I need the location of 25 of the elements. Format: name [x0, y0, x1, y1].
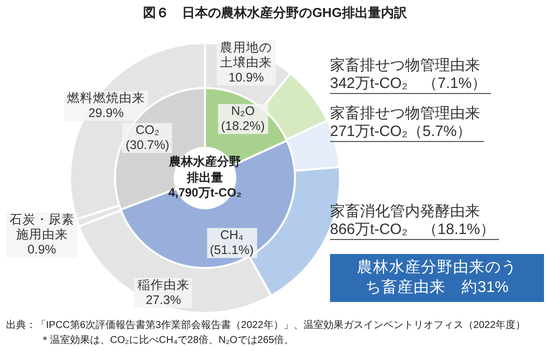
data-label: 342万t-CO₂ （7.1%） — [330, 75, 487, 94]
slice-label: 家畜排せつ物管理由来 — [330, 57, 481, 76]
slice-label: 燃料燃焼由来 — [67, 90, 146, 106]
slice-label: CH₄ — [219, 228, 244, 243]
chart-title: 図６ 日本の農林水産分野のGHG排出量内訳 — [142, 4, 408, 22]
text: 農林水産分野由来のうち畜産由来 約31% — [356, 258, 518, 298]
slice-label: N₂O — [230, 104, 256, 120]
text: 農林水産分野排出量4,790万t-CO₂ — [168, 154, 242, 202]
slice-label: CO₂ — [134, 123, 160, 138]
slice-label: 家畜消化管内発酵由来 — [330, 203, 481, 222]
data-label: 271万t-CO₂（5.7%） — [330, 123, 473, 142]
source-note: 出典：「IPCC第6次評価報告書第3作業部会報告書（2022年）」、温室効果ガスインベントリオフィス（2022年度） — [6, 318, 526, 332]
data-label: 10.9% — [227, 70, 265, 86]
data-label: (18.2%) — [220, 119, 265, 134]
slice-label: 石炭・尿素施用由来 — [9, 212, 74, 243]
data-label: 27.3% — [144, 293, 182, 308]
data-label: (51.1%) — [210, 242, 254, 258]
slice-label: 農用地の土壌由来 — [220, 40, 272, 70]
slice-label: 稲作由来 — [137, 278, 190, 294]
slice-label: 家畜排せつ物管理由来 — [330, 105, 480, 124]
data-label: 29.9% — [87, 106, 125, 121]
data-label: (30.7%) — [126, 138, 170, 154]
data-label: 866万t-CO₂ （18.1%） — [330, 221, 496, 240]
data-label: 0.9% — [26, 242, 58, 258]
text: ＊温室効果は、CO₂に比べCH₄で28倍、N₂Oでは265倍。 — [40, 334, 294, 347]
